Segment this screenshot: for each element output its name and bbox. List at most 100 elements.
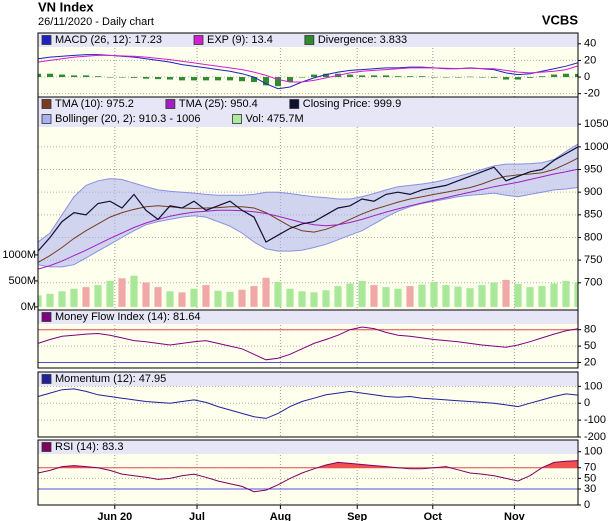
legend-background <box>38 310 578 324</box>
legend-label: Momentum (12): 47.95 <box>55 373 166 385</box>
volume-bar <box>130 275 138 307</box>
x-tick-label: Oct <box>424 511 443 521</box>
y-tick-label: 0 <box>584 397 590 409</box>
volume-bar <box>550 283 558 307</box>
histogram-bar <box>155 77 161 80</box>
y-tick-label: 700 <box>584 277 602 289</box>
legend-swatch <box>41 312 52 322</box>
volume-bar <box>538 286 546 307</box>
bollinger-line <box>38 143 578 243</box>
source: VCBS <box>542 12 578 27</box>
histogram-bar <box>479 77 485 78</box>
legend-swatch <box>41 374 52 384</box>
y-tick-label: 30 <box>584 483 596 495</box>
indicator-line <box>38 54 578 83</box>
bollinger-band <box>38 144 578 267</box>
y-tick-label: 40 <box>584 38 596 50</box>
volume-bar <box>226 291 234 307</box>
volume-bar <box>82 287 90 307</box>
volume-bar <box>178 292 186 307</box>
legend-swatch <box>41 114 52 124</box>
histogram-bar <box>71 75 77 78</box>
volume-bar <box>166 291 174 307</box>
volume-bar <box>466 288 474 307</box>
indicator-line <box>38 388 578 419</box>
legend: Momentum (12): 47.95 <box>38 372 578 386</box>
volume-bar <box>262 277 270 307</box>
volume-bar <box>202 285 210 307</box>
histogram-bar <box>563 73 569 78</box>
histogram-bar <box>539 76 545 78</box>
legend-label: TMA (10): 975.2 <box>55 98 134 110</box>
histogram-bar <box>311 74 317 78</box>
histogram-bar <box>395 76 401 78</box>
histogram-bar <box>275 77 281 87</box>
y-tick-label: 20 <box>584 356 596 368</box>
volume-bar <box>394 288 402 307</box>
volume-bar <box>58 291 66 307</box>
chart-subtitle: 26/11/2020 - Daily chart <box>38 16 154 28</box>
bollinger-line <box>38 187 578 268</box>
volume-bar <box>154 287 162 307</box>
volume-bar <box>46 293 54 307</box>
legend-swatch <box>289 99 300 109</box>
legend: MACD (26, 12): 17.23 EXP (9): 13.4 Diverge… <box>38 33 578 47</box>
volume-bar <box>382 287 390 307</box>
plot-area <box>38 33 578 97</box>
indicator-line <box>38 168 578 270</box>
histogram-bar <box>83 75 89 78</box>
volume-bar <box>478 285 486 307</box>
histogram-bar <box>575 73 578 78</box>
legend-swatch <box>232 114 242 124</box>
x-tick-label: Nov <box>504 511 526 521</box>
x-tick-label: Aug <box>270 511 291 521</box>
histogram-bar <box>347 74 353 78</box>
y2-tick-label: 500M <box>8 275 36 287</box>
volume-bar <box>490 282 498 307</box>
histogram-bar <box>191 77 197 81</box>
y-tick-label: 1050 <box>584 118 608 130</box>
volume-bar <box>406 286 414 307</box>
y-tick-label: 50 <box>584 472 596 484</box>
volume-bar <box>358 280 366 307</box>
x-tick-label: Jul <box>189 511 205 521</box>
histogram-bar <box>551 74 557 78</box>
y-tick-label: 70 <box>584 462 596 474</box>
histogram-bar <box>431 77 437 78</box>
y-tick-label: 80 <box>584 324 596 336</box>
histogram-bar <box>203 77 209 81</box>
volume-bar <box>250 286 258 307</box>
plot-area <box>38 372 578 437</box>
legend-label: Closing Price: 999.9 <box>303 98 401 110</box>
histogram-bar <box>515 77 521 80</box>
volume-bar <box>562 280 570 307</box>
legend-label: EXP (9): 13.4 <box>207 34 273 46</box>
chart-title: VN Index <box>38 0 94 14</box>
y-tick-label: 0 <box>584 71 590 83</box>
y-tick-label: -20 <box>584 88 600 100</box>
histogram-bar <box>455 77 461 78</box>
y-tick-label: 850 <box>584 209 602 221</box>
legend: TMA (10): 975.2 TMA (25): 950.4 Closing Pr… <box>38 97 578 127</box>
histogram-bar <box>263 77 269 86</box>
histogram-bar <box>38 73 41 78</box>
histogram-bar <box>143 77 149 79</box>
y-tick-label: 750 <box>584 254 602 266</box>
y-tick-label: -200 <box>584 431 606 443</box>
volume-bar <box>334 286 342 307</box>
volume-bar <box>142 282 150 307</box>
y2-tick-label: 1000M <box>2 249 36 261</box>
histogram-bar <box>323 73 329 78</box>
volume-bar <box>214 290 222 307</box>
volume-bar <box>238 289 246 307</box>
volume-bar <box>526 287 534 307</box>
legend-swatch <box>193 35 204 45</box>
histogram-bar <box>503 77 509 80</box>
legend-label: MACD (26, 12): 17.23 <box>55 34 162 46</box>
volume-bar <box>370 285 378 307</box>
price-line <box>38 146 578 252</box>
volume-bar <box>310 292 318 307</box>
legend: Money Flow Index (14): 81.64 <box>38 310 578 324</box>
histogram-bar <box>167 77 173 80</box>
